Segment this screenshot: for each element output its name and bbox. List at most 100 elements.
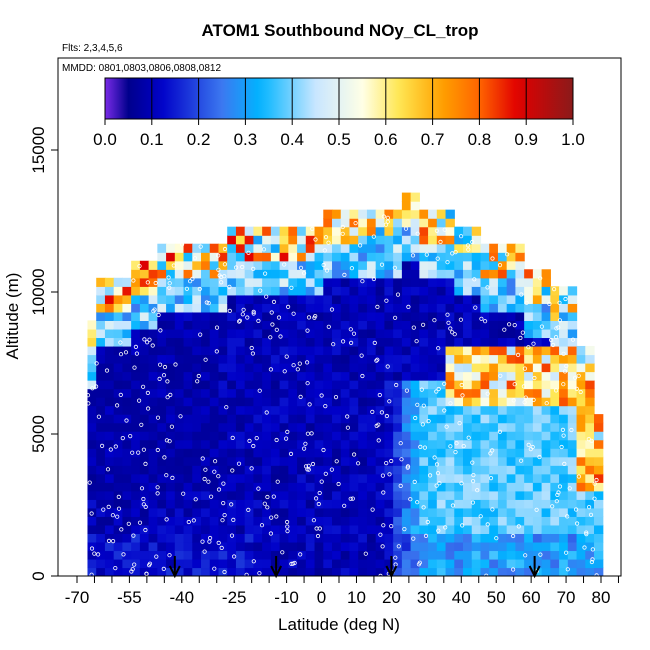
field-cell [366, 320, 377, 330]
field-cell [122, 286, 132, 296]
field-cell [262, 328, 272, 339]
field-cell [349, 405, 359, 415]
field-cell [471, 482, 482, 492]
field-cell [471, 380, 482, 390]
field-cell [332, 533, 342, 543]
field-cell [113, 363, 124, 373]
field-cell [183, 533, 193, 543]
sample-point [470, 460, 475, 465]
field-cell [550, 320, 560, 330]
field-cell [576, 558, 586, 569]
dates-annotation: MMDD: 0801,0803,0806,0808,0812 [62, 63, 221, 74]
field-cell [262, 439, 272, 449]
field-cell [454, 448, 464, 458]
x-tick-label: 70 [557, 588, 576, 607]
field-cell [122, 320, 132, 330]
field-cell [401, 558, 412, 569]
field-cell [375, 465, 386, 475]
field-cell [463, 405, 473, 415]
field-cell [218, 524, 228, 534]
field-cell [218, 294, 228, 304]
field-cell [218, 303, 228, 313]
field-cell [270, 320, 281, 330]
sample-point [381, 214, 386, 219]
sample-point [573, 507, 579, 512]
field-cell [541, 363, 551, 373]
field-cell [227, 388, 237, 398]
field-cell [428, 277, 438, 287]
sample-point [139, 486, 145, 491]
field-cell [262, 380, 272, 390]
field-cell [148, 567, 158, 576]
field-cell [96, 363, 106, 373]
field-cell [401, 490, 412, 500]
field-cell [244, 567, 255, 576]
field-cell [166, 524, 176, 534]
field-cell [576, 422, 586, 432]
field-cell [305, 524, 316, 534]
field-cell [576, 414, 586, 424]
field-cell [244, 260, 255, 270]
field-cell [148, 507, 158, 517]
sample-point [522, 366, 528, 371]
sample-point [348, 327, 353, 332]
field-cell [279, 431, 289, 441]
field-cell [393, 371, 403, 381]
field-cell [139, 473, 150, 483]
field-cell [305, 320, 316, 330]
field-cell [419, 371, 429, 381]
sample-point [376, 422, 381, 427]
sample-point [490, 448, 495, 453]
field-cell [122, 363, 132, 373]
sample-point [204, 300, 209, 305]
field-cell [419, 345, 429, 356]
field-cell [209, 516, 220, 526]
field-cell [201, 490, 211, 500]
field-cell [305, 448, 316, 458]
field-cell [244, 380, 255, 390]
sample-point [355, 461, 361, 466]
field-cell [340, 414, 351, 424]
sample-point [422, 445, 427, 450]
field-cell [148, 294, 158, 304]
field-cell [227, 328, 237, 339]
colorbar-tick-label: 0.8 [468, 130, 492, 149]
field-cell [471, 558, 482, 569]
field-cell [454, 380, 464, 390]
field-cell [209, 388, 220, 398]
field-cell [270, 533, 281, 543]
field-cell [218, 380, 228, 390]
field-cell [454, 490, 464, 500]
field-cell [349, 431, 359, 441]
field-cell [262, 431, 272, 441]
field-cell [87, 439, 97, 449]
field-cell [480, 465, 490, 475]
field-cell [515, 414, 525, 424]
field-cell [297, 473, 307, 483]
field-cell [104, 533, 115, 543]
sample-point [155, 485, 160, 490]
field-cell [358, 294, 368, 304]
sample-point [313, 496, 319, 501]
field-cell [567, 337, 578, 347]
field-cell [576, 371, 586, 381]
field-cell [445, 414, 455, 424]
field-cell [454, 235, 464, 245]
sample-point [290, 561, 295, 566]
field-cell [436, 456, 447, 466]
field-cell [131, 533, 141, 543]
field-cell [209, 363, 220, 373]
field-cell [550, 371, 560, 381]
field-cell [148, 345, 158, 356]
field-cell [375, 269, 386, 279]
sample-point [465, 243, 471, 248]
sample-point [141, 384, 146, 389]
field-cell [497, 345, 508, 356]
field-cell [410, 397, 420, 407]
field-cell [209, 431, 220, 441]
field-cell [567, 567, 578, 576]
field-cell [87, 507, 97, 517]
sample-point [167, 553, 172, 558]
sample-point [295, 367, 300, 372]
field-cell [489, 414, 499, 424]
